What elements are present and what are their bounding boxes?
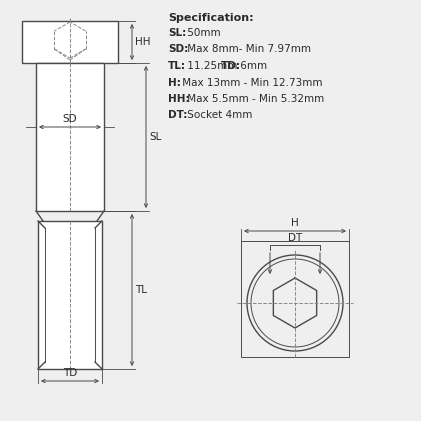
Text: HH:: HH: bbox=[168, 94, 189, 104]
Text: 50mm: 50mm bbox=[184, 28, 221, 38]
Text: TD: TD bbox=[63, 368, 77, 378]
Text: 11.25mm: 11.25mm bbox=[184, 61, 237, 71]
Bar bbox=[36, 63, 104, 211]
Text: H: H bbox=[291, 218, 299, 228]
Text: 6mm: 6mm bbox=[237, 61, 267, 71]
Text: SL: SL bbox=[149, 132, 161, 142]
Text: SD: SD bbox=[63, 114, 77, 124]
Text: TL:: TL: bbox=[168, 61, 186, 71]
Text: Socket 4mm: Socket 4mm bbox=[184, 110, 252, 120]
Bar bbox=[38, 221, 102, 369]
Text: H:: H: bbox=[168, 77, 181, 88]
Text: TD:: TD: bbox=[221, 61, 241, 71]
Bar bbox=[241, 241, 349, 357]
Text: Max 8mm- Min 7.97mm: Max 8mm- Min 7.97mm bbox=[184, 45, 311, 54]
Text: Specification:: Specification: bbox=[168, 13, 253, 23]
Bar bbox=[22, 21, 118, 63]
Text: Max 13mm - Min 12.73mm: Max 13mm - Min 12.73mm bbox=[179, 77, 322, 88]
Text: DT: DT bbox=[288, 233, 302, 243]
Text: Max 5.5mm - Min 5.32mm: Max 5.5mm - Min 5.32mm bbox=[184, 94, 324, 104]
Text: DT:: DT: bbox=[168, 110, 187, 120]
Text: HH: HH bbox=[135, 37, 150, 47]
Text: TL: TL bbox=[135, 285, 147, 295]
Text: SD:: SD: bbox=[168, 45, 188, 54]
Text: SL:: SL: bbox=[168, 28, 186, 38]
